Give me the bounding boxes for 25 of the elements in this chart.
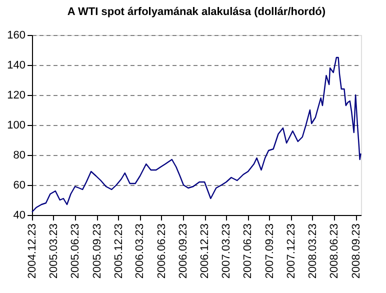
x-tick-label: 2007.12.23 bbox=[285, 224, 298, 279]
x-tick-label: 2008.03.23 bbox=[306, 224, 319, 279]
y-tick-label: 80 bbox=[13, 150, 26, 162]
x-tick-label: 2004.12.23 bbox=[26, 224, 38, 279]
x-tick-label: 2006.03.23 bbox=[134, 224, 146, 279]
x-tick-label: 2006.06.23 bbox=[156, 224, 168, 279]
x-tick-label: 2007.03.23 bbox=[220, 224, 232, 279]
x-tick-label: 2005.09.23 bbox=[91, 224, 104, 279]
x-tick-label: 2007.09.23 bbox=[264, 224, 276, 279]
y-tick-label: 120 bbox=[7, 90, 26, 102]
x-tick-label: 2007.06.23 bbox=[242, 224, 254, 279]
x-tick-label: 2005.03.23 bbox=[48, 224, 60, 279]
x-tick-label: 2006.09.23 bbox=[178, 224, 190, 279]
line-series bbox=[31, 56, 362, 213]
x-tick-label: 2008.06.23 bbox=[328, 224, 341, 279]
x-tick-label: 2008.09.23 bbox=[350, 224, 362, 279]
x-tick-label: 2005.06.23 bbox=[70, 224, 82, 279]
y-tick-label: 160 bbox=[7, 30, 26, 42]
y-tick-label: 100 bbox=[7, 120, 26, 132]
chart-title: A WTI spot árfolyamának alakulása (dollár/hordó) bbox=[67, 6, 326, 18]
x-tick-label: 2005.12.23 bbox=[112, 224, 125, 279]
y-tick-label: 60 bbox=[13, 180, 26, 192]
y-tick-label: 140 bbox=[7, 60, 26, 72]
y-tick-label: 40 bbox=[13, 210, 26, 222]
x-tick-label: 2006.12.23 bbox=[199, 224, 212, 279]
